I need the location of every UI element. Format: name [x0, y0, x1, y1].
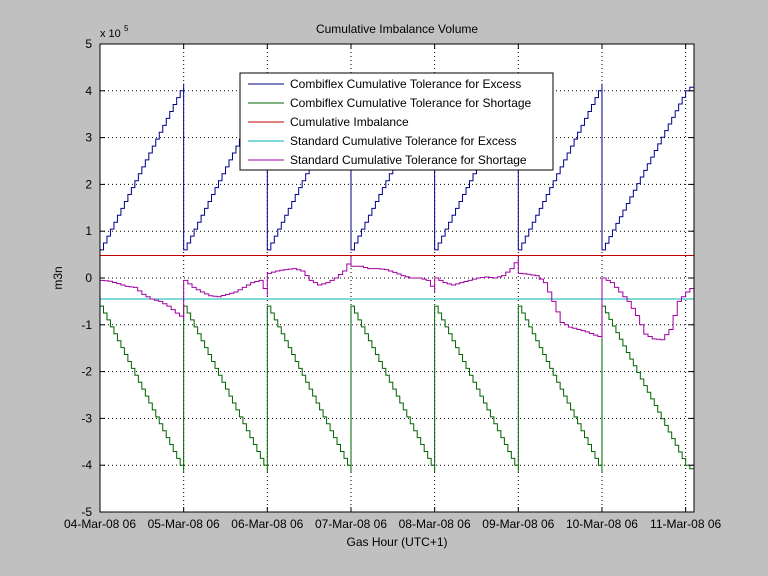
axis-ticks: 04-Mar-08 06 05-Mar-08 06 06-Mar-08 06 07-M… [64, 37, 722, 531]
x-tick-label: 07-Mar-08 06 [315, 517, 387, 531]
y-exponent-power: 5 [124, 24, 129, 33]
y-tick-label: 0 [85, 271, 92, 285]
series-line-1 [100, 305, 695, 473]
y-tick-label: 1 [85, 224, 92, 238]
y-tick-label: 4 [85, 84, 92, 98]
series-line-4 [100, 256, 695, 341]
legend-label-2: Cumulative Imbalance [290, 115, 409, 129]
x-tick-label: 09-Mar-08 06 [482, 517, 554, 531]
y-tick-label: -5 [81, 505, 92, 519]
x-axis-label: Gas Hour (UTC+1) [346, 535, 447, 549]
legend: Combiflex Cumulative Tolerance for Exces… [239, 72, 554, 171]
y-tick-label: 2 [85, 177, 92, 191]
chart-title: Cumulative Imbalance Volume [316, 22, 478, 36]
y-axis-label: m3n [51, 266, 65, 289]
legend-label-1: Combiflex Cumulative Tolerance for Short… [290, 96, 532, 110]
legend-label-0: Combiflex Cumulative Tolerance for Exces… [290, 77, 521, 91]
y-tick-label: -1 [81, 318, 92, 332]
x-tick-label: 11-Mar-08 06 [650, 517, 721, 531]
x-tick-label: 08-Mar-08 06 [399, 517, 471, 531]
y-tick-label: 5 [85, 37, 92, 51]
y-tick-label: -2 [81, 365, 92, 379]
legend-label-4: Standard Cumulative Tolerance for Shorta… [290, 153, 527, 167]
y-tick-label: 3 [85, 131, 92, 145]
x-tick-label: 10-Mar-08 06 [566, 517, 638, 531]
y-tick-label: -3 [81, 411, 92, 425]
x-tick-label: 04-Mar-08 06 [64, 517, 136, 531]
plot-series [100, 83, 695, 473]
x-tick-label: 05-Mar-08 06 [148, 517, 220, 531]
legend-box [239, 72, 554, 171]
y-tick-label: -4 [81, 458, 92, 472]
y-exponent-base: x 10 [100, 28, 121, 40]
legend-label-3: Standard Cumulative Tolerance for Excess [290, 134, 517, 148]
x-tick-label: 06-Mar-08 06 [231, 517, 303, 531]
